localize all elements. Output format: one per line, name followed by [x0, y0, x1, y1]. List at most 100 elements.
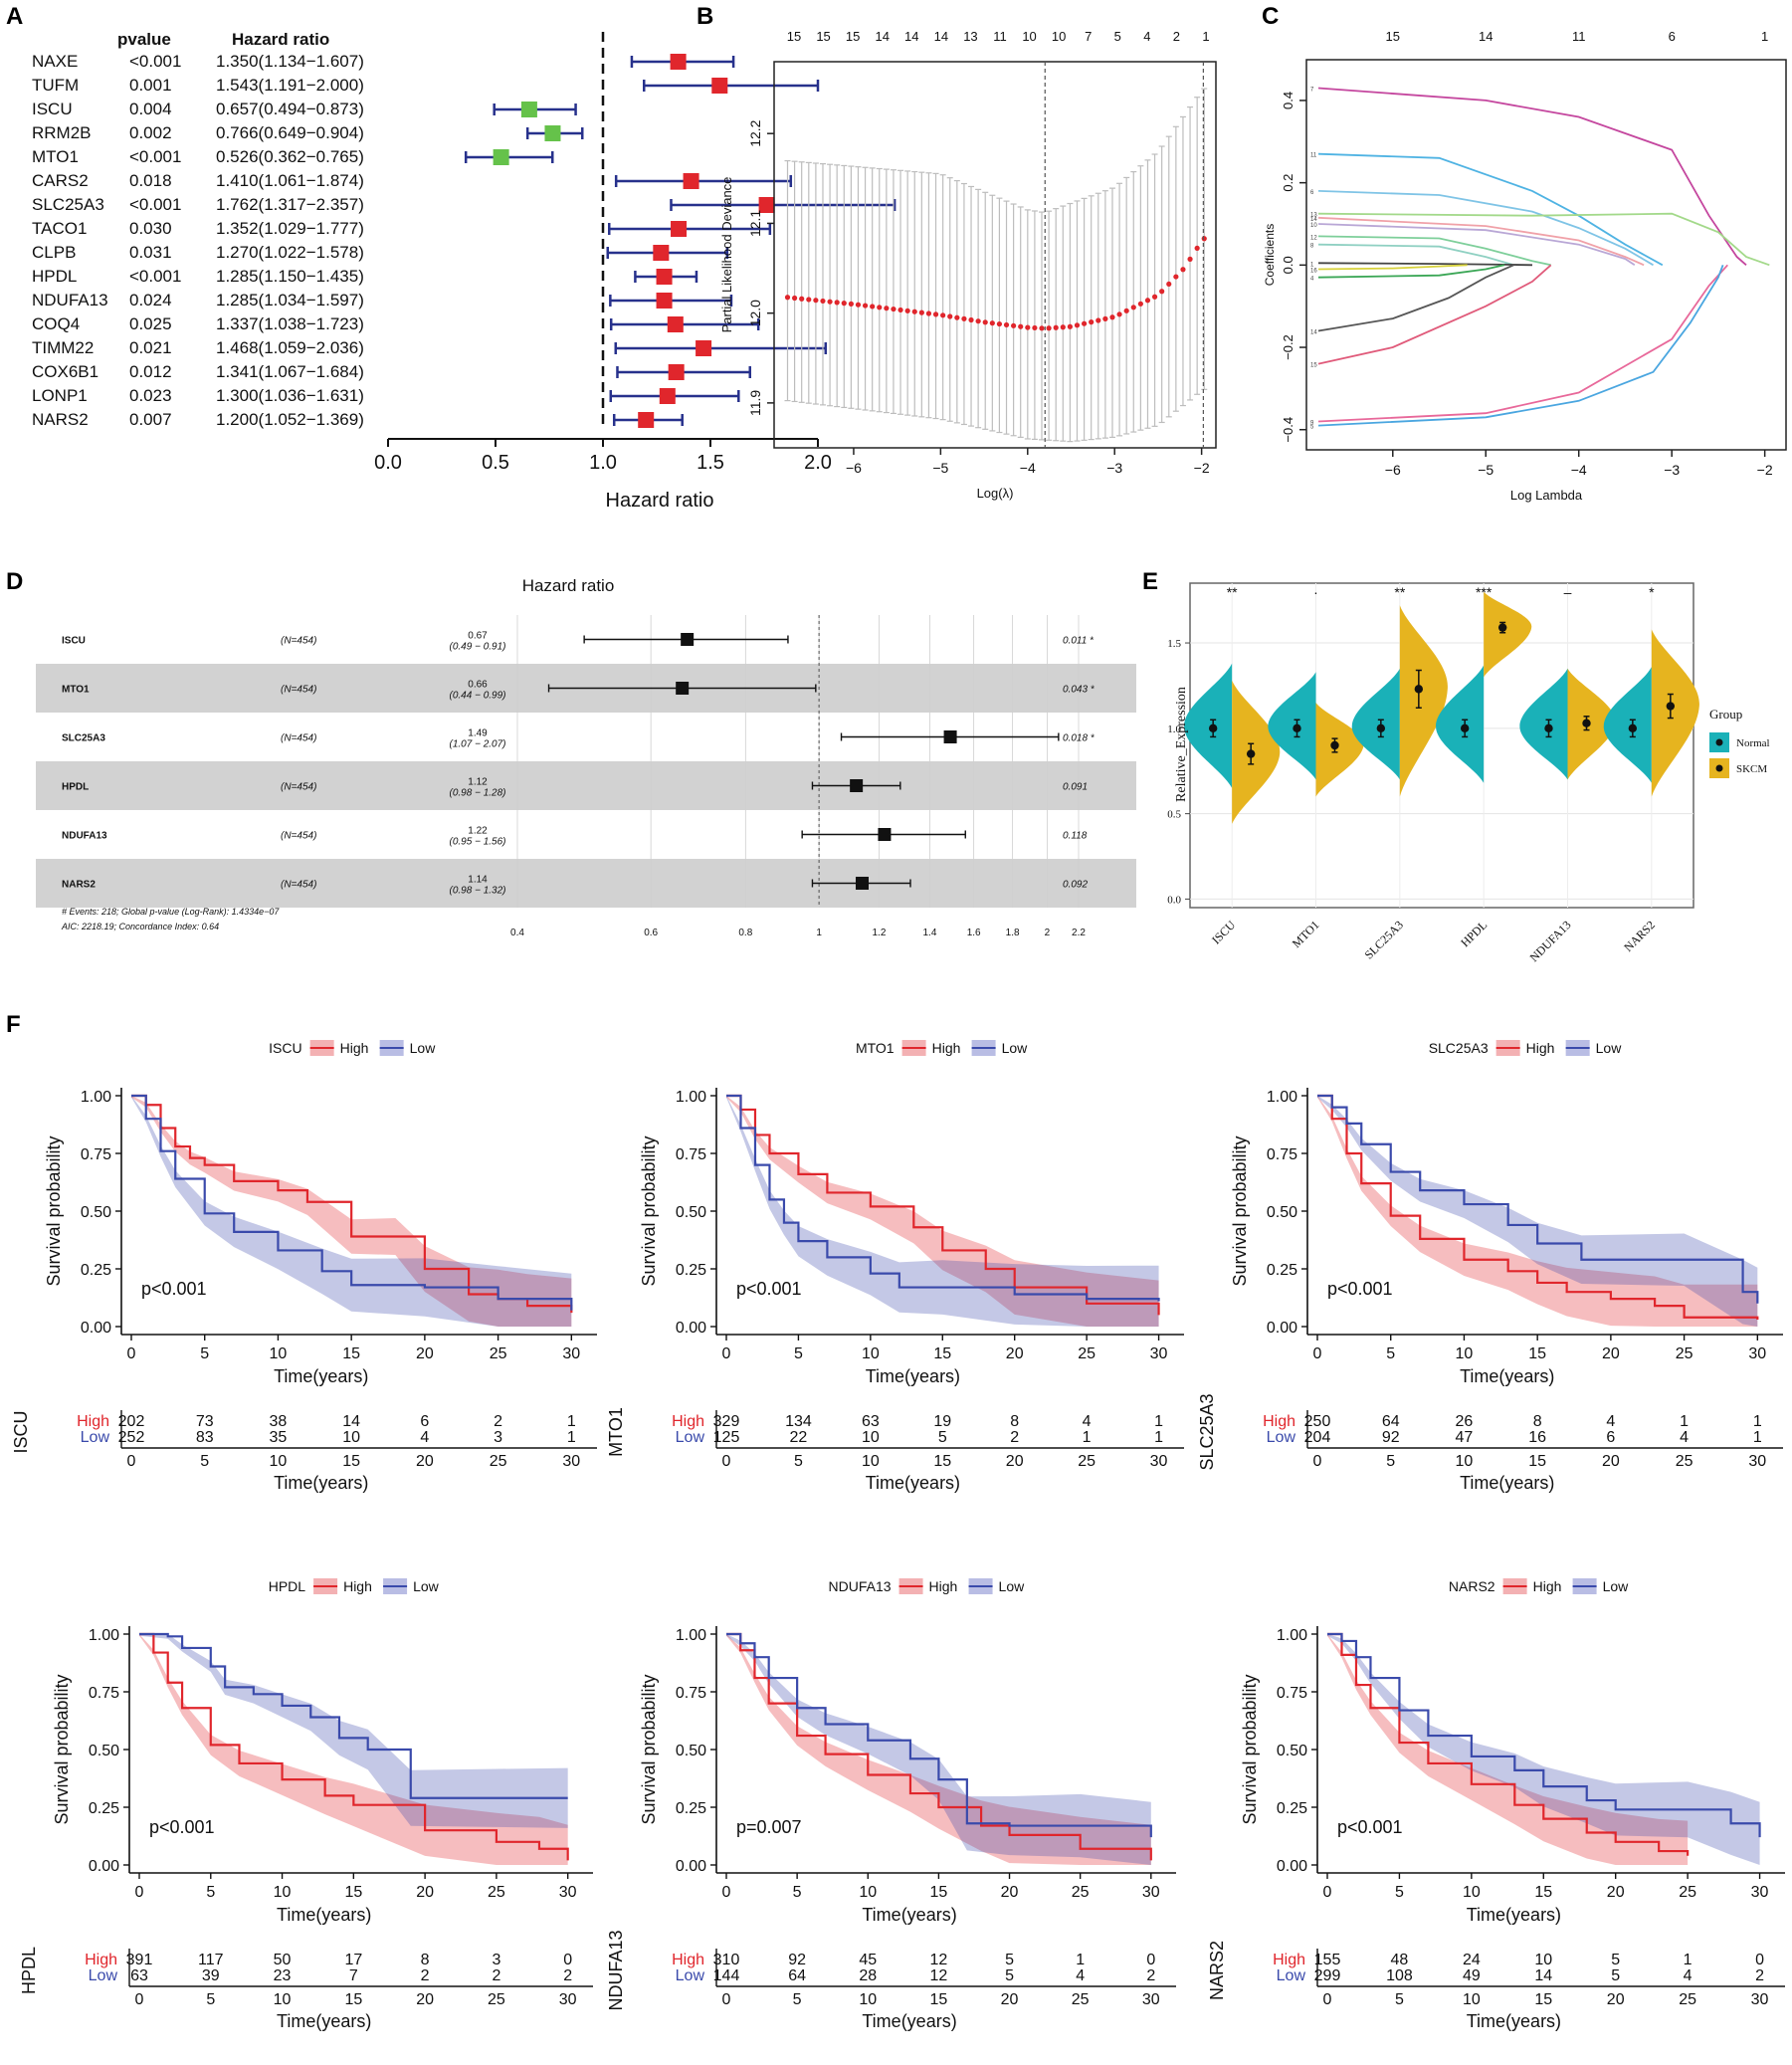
deviance-point	[841, 301, 847, 307]
deviance-point	[918, 310, 924, 315]
risk-x-tick-label: 30	[559, 1991, 577, 2008]
risk-x-tick-label: 20	[416, 1453, 434, 1470]
gene-label: NDUFA13	[32, 291, 108, 310]
violin-normal	[1603, 667, 1652, 783]
risk-low-count: 10	[862, 1429, 880, 1446]
hr-point	[758, 197, 775, 213]
risk-low-count: 1	[1753, 1429, 1762, 1446]
y-tick-label: 0.25	[676, 1262, 706, 1279]
ci-label: (0.98 − 1.28)	[450, 788, 506, 799]
legend-label: SKCM	[1736, 763, 1767, 775]
x-tick-label: −4	[1020, 460, 1036, 476]
risk-high-count: 0	[1755, 1952, 1764, 1968]
risk-low-label: Low	[1277, 1967, 1306, 1984]
x-tick-label: 0.6	[644, 928, 658, 938]
risk-high-count: 4	[1606, 1413, 1615, 1430]
risk-low-label: Low	[676, 1429, 705, 1446]
top-tick-label: 2	[1173, 29, 1180, 44]
pvalue-label: 0.007	[129, 410, 172, 429]
y-tick-label: 0.2	[1281, 174, 1295, 192]
x-axis-title: Time(years)	[274, 1366, 368, 1386]
legend-label: Normal	[1736, 737, 1770, 749]
coef-path-11	[1317, 152, 1664, 267]
risk-gene-label: ISCU	[11, 1410, 31, 1453]
legend-gene-title: HPDL	[269, 1578, 306, 1594]
risk-low-count: 10	[342, 1429, 360, 1446]
y-tick-label: 0.00	[1277, 1858, 1307, 1875]
violin-normal	[1436, 665, 1485, 783]
x-tick-label: −4	[1571, 462, 1587, 478]
violin-skcm	[1567, 668, 1616, 780]
deviance-point	[877, 305, 883, 310]
y-tick-label: 1.00	[89, 1627, 119, 1644]
deviance-point	[1137, 301, 1143, 307]
ci-label: (0.44 − 0.99)	[450, 691, 506, 702]
violin-skcm	[1399, 605, 1448, 797]
x-tick-label: −3	[1664, 462, 1680, 478]
n-label: (N=454)	[281, 782, 316, 793]
risk-high-count: 73	[196, 1413, 214, 1430]
legend-title: Group	[1709, 707, 1742, 722]
y-tick-label: 11.9	[747, 390, 763, 416]
risk-x-axis-title: Time(years)	[1467, 2011, 1561, 2031]
risk-high-count: 117	[198, 1952, 224, 1968]
coef-path-14	[1317, 216, 1645, 267]
legend-gene-title: SLC25A3	[1429, 1040, 1489, 1056]
x-tick-label: 1.4	[923, 928, 937, 938]
low-survival-curve	[131, 1094, 573, 1311]
risk-x-tick-label: 30	[562, 1453, 580, 1470]
risk-x-tick-label: 0	[127, 1453, 136, 1470]
y-tick-label: 0.50	[1267, 1204, 1297, 1221]
risk-high-label: High	[77, 1413, 109, 1430]
risk-x-tick-label: 15	[1528, 1453, 1546, 1470]
violin-skcm	[1315, 703, 1364, 797]
risk-x-tick-label: 20	[416, 1991, 434, 2008]
risk-low-count: 6	[1606, 1429, 1615, 1446]
ci-label: (0.49 − 0.91)	[450, 642, 506, 653]
x-tick-label: −6	[1385, 462, 1401, 478]
risk-high-count: 92	[788, 1952, 806, 1968]
x-tick-label: 10	[1456, 1345, 1474, 1362]
panel-d-multivariate-forest-plot: Hazard ratio ISCU (N=454) 0.67(0.49 − 0.91)…	[36, 576, 1136, 938]
coef-path-16	[1317, 264, 1468, 271]
risk-high-count: 19	[933, 1413, 951, 1430]
coef-path-4	[1317, 264, 1505, 279]
deviance-point	[1166, 281, 1172, 288]
x-tick-label: 1.2	[873, 928, 887, 938]
plot-title: Hazard ratio	[522, 576, 615, 595]
significance-label: **	[1227, 584, 1238, 600]
risk-high-count: 1	[1684, 1952, 1692, 1968]
deviance-point	[1095, 317, 1101, 323]
coef-path-12	[1317, 235, 1551, 267]
p-label: 0.018 *	[1063, 733, 1095, 744]
risk-low-count: 35	[270, 1429, 288, 1446]
deviance-point	[1144, 298, 1151, 304]
path-index-label: 13	[1310, 213, 1317, 219]
x-tick-label: 0	[1313, 1345, 1322, 1362]
risk-x-tick-label: 10	[862, 1453, 880, 1470]
x-tick-label: 30	[562, 1345, 580, 1362]
y-tick-label: 0.00	[1267, 1320, 1297, 1337]
hr-point	[850, 779, 864, 792]
x-tick-label: 10	[859, 1884, 877, 1901]
path-index-label: 12	[1310, 235, 1317, 241]
top-tick-label: 10	[1022, 29, 1036, 44]
path-index-label: 10	[1310, 223, 1317, 229]
risk-low-count: 2	[1010, 1429, 1019, 1446]
hr-point	[544, 125, 561, 141]
x-tick-label: 1.5	[697, 452, 724, 474]
top-tick-label: 4	[1143, 29, 1150, 44]
hr-ci-label: 1.270(1.022−1.578)	[216, 243, 364, 262]
y-tick-label: −0.4	[1281, 417, 1295, 443]
y-axis-title: Survival probability	[1230, 1136, 1250, 1286]
hr-ci-label: 1.341(1.067−1.684)	[216, 362, 364, 381]
violin-normal	[1519, 668, 1568, 780]
hr-label: 0.66	[468, 680, 488, 691]
deviance-point	[1187, 256, 1193, 262]
risk-low-count: 4	[1684, 1967, 1692, 1984]
risk-x-tick-label: 15	[342, 1453, 360, 1470]
deviance-point	[884, 306, 890, 311]
deviance-point	[1173, 274, 1179, 280]
x-axis-title: Time(years)	[862, 1905, 956, 1925]
